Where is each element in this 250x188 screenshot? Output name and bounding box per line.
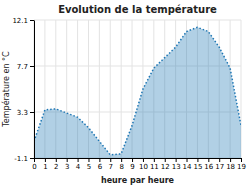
tick: 6 <box>98 158 103 171</box>
title: Evolution de la température <box>58 4 217 15</box>
tick-label: 7.7 <box>17 63 28 71</box>
tick: 9 <box>130 158 134 171</box>
tick: 7 <box>109 158 113 171</box>
tick: 5 <box>87 158 91 171</box>
tick-mark <box>187 158 188 162</box>
tick-label: 1 <box>43 163 47 171</box>
tick-mark <box>30 20 34 21</box>
tick: 7.7 <box>17 63 34 71</box>
x-axis-title: heure par heure <box>101 176 175 185</box>
tick: 3 <box>65 158 69 171</box>
tick: -1.1 <box>14 155 34 163</box>
tick-mark <box>34 158 35 162</box>
page: {"chart_data": {"type": "area", "title":… <box>0 0 250 188</box>
tick-label: 16 <box>204 163 213 171</box>
tick: 12 <box>161 158 170 171</box>
tick-mark <box>208 158 209 162</box>
tick-mark <box>30 112 34 113</box>
tick-mark <box>88 158 89 162</box>
area <box>34 27 241 158</box>
marks <box>34 27 241 158</box>
chart-container: 012345678910111213141516171819-1.13.37.7… <box>0 0 250 188</box>
tick-mark <box>99 158 100 162</box>
tick: 19 <box>237 158 246 171</box>
grid-line <box>110 20 111 158</box>
tick-mark <box>67 158 68 162</box>
grid-line <box>99 20 100 158</box>
tick: 8 <box>119 158 123 171</box>
tick: 17 <box>215 158 224 171</box>
y-axis: -1.1 3.3 7.7 12.1 <box>12 17 34 163</box>
tick-mark <box>197 158 198 162</box>
tick-mark <box>165 158 166 162</box>
tick: 13 <box>172 158 181 171</box>
tick-label: 11 <box>150 163 159 171</box>
tick-mark <box>241 158 242 162</box>
tick-mark <box>78 158 79 162</box>
tick: 2 <box>54 158 58 171</box>
tick-label: 13 <box>172 163 181 171</box>
tick: 10 <box>139 158 148 171</box>
tick-label: 8 <box>119 163 123 171</box>
tick-mark <box>219 158 220 162</box>
tick: 15 <box>193 158 202 171</box>
grid-line <box>34 20 241 21</box>
tick-label: 12 <box>161 163 170 171</box>
tick: 12.1 <box>12 17 34 25</box>
grid-line <box>34 20 35 158</box>
tick-label: 3.3 <box>17 109 28 117</box>
tick-mark <box>121 158 122 162</box>
tick-mark <box>143 158 144 162</box>
tick-label: 4 <box>76 163 81 171</box>
tick: 18 <box>226 158 235 171</box>
tick-label: 10 <box>139 163 148 171</box>
tick-label: 5 <box>87 163 91 171</box>
tick: 16 <box>204 158 213 171</box>
chart: 012345678910111213141516171819-1.13.37.7… <box>0 0 250 188</box>
tick-label: -1.1 <box>14 155 28 163</box>
y-axis-title: Température en °C <box>1 51 11 128</box>
tick-label: 0 <box>32 163 36 171</box>
plot: 012345678910111213141516171819-1.13.37.7… <box>12 17 246 171</box>
tick-label: 17 <box>215 163 224 171</box>
grid-line <box>121 20 122 158</box>
tick-label: 12.1 <box>12 17 28 25</box>
tick-label: 3 <box>65 163 69 171</box>
tick-mark <box>230 158 231 162</box>
tick-label: 19 <box>237 163 246 171</box>
tick-mark <box>154 158 155 162</box>
tick-label: 18 <box>226 163 235 171</box>
tick: 0 <box>32 158 36 171</box>
tick: 14 <box>183 158 192 171</box>
tick-label: 2 <box>54 163 58 171</box>
tick-label: 14 <box>183 163 192 171</box>
tick-label: 7 <box>109 163 113 171</box>
axis-line <box>35 158 242 159</box>
tick: 11 <box>150 158 159 171</box>
tick-mark <box>30 158 34 159</box>
tick-mark <box>176 158 177 162</box>
tick-label: 9 <box>130 163 134 171</box>
tick-mark <box>45 158 46 162</box>
tick-label: 15 <box>193 163 202 171</box>
line <box>34 27 241 155</box>
tick: 1 <box>43 158 47 171</box>
tick-mark <box>56 158 57 162</box>
tick-label: 6 <box>98 163 103 171</box>
x-axis: 012345678910111213141516171819 <box>32 158 246 171</box>
tick-mark <box>132 158 133 162</box>
axis-line <box>34 21 35 159</box>
grid <box>34 20 241 158</box>
tick-mark <box>30 66 34 67</box>
tick-mark <box>110 158 111 162</box>
tick: 3.3 <box>17 109 34 117</box>
tick: 4 <box>76 158 81 171</box>
